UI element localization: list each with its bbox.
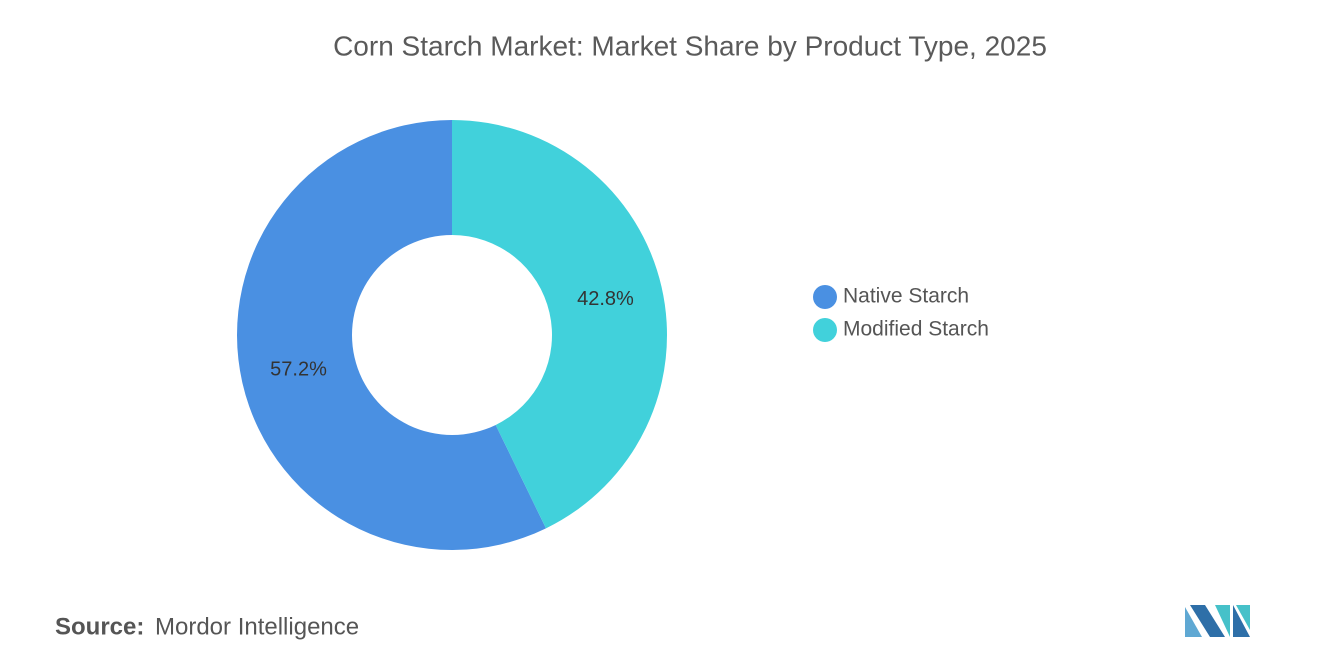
legend-marker xyxy=(813,318,837,342)
logo xyxy=(1185,605,1250,637)
source-label: Source: xyxy=(55,613,144,640)
donut-slice xyxy=(452,120,667,529)
data-label: 42.8% xyxy=(577,288,634,310)
legend-label: Modified Starch xyxy=(843,318,989,341)
source: Mordor Intelligence xyxy=(155,613,359,640)
legend-marker xyxy=(813,285,837,309)
data-label: 57.2% xyxy=(270,359,327,381)
legend-label: Native Starch xyxy=(843,285,969,308)
chart-title: Corn Starch Market: Market Share by Prod… xyxy=(333,30,1047,61)
donut-slice xyxy=(237,120,546,550)
